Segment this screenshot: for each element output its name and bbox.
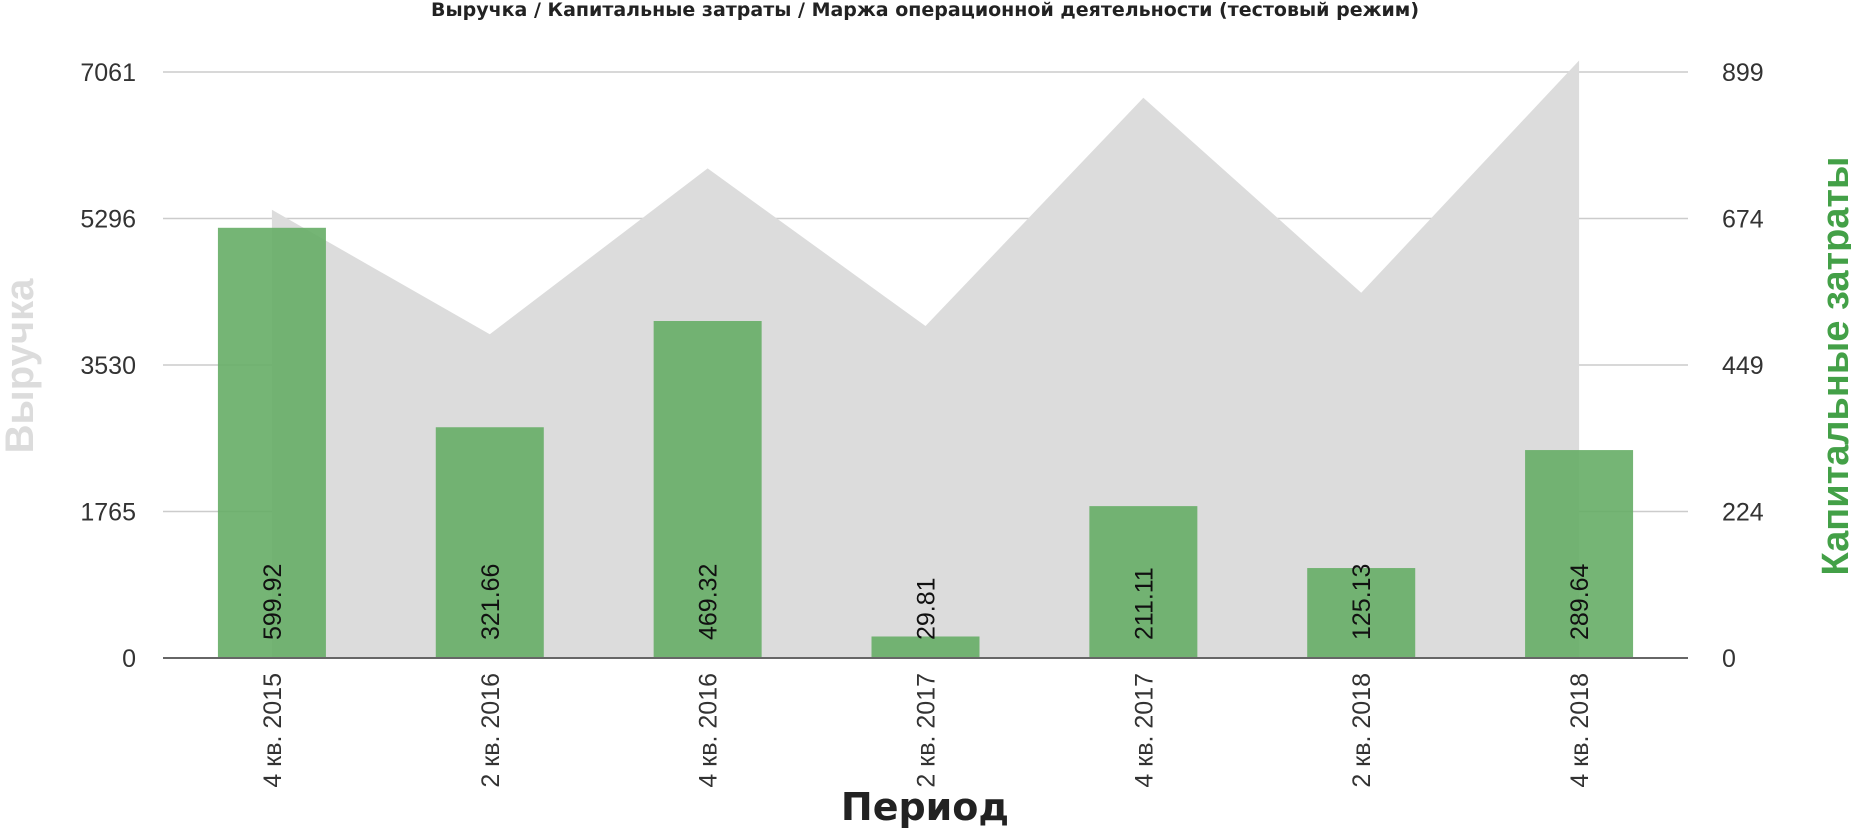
right-y-axis-title: Капитальные затраты xyxy=(1815,157,1851,576)
right-y-tick-label: 674 xyxy=(1722,206,1764,234)
right-y-tick-label: 449 xyxy=(1722,352,1764,380)
x-category-label: 2 кв. 2018 xyxy=(1348,673,1376,788)
x-category-label: 2 кв. 2017 xyxy=(913,673,941,788)
chart-title: Выручка / Капитальные затраты / Маржа оп… xyxy=(431,0,1419,21)
left-y-tick-label: 1765 xyxy=(80,499,136,527)
left-y-tick-label: 3530 xyxy=(80,352,136,380)
revenue-area xyxy=(271,60,1580,658)
capex-bar xyxy=(871,636,980,658)
capex-bar xyxy=(1525,450,1634,658)
x-category-label: 2 кв. 2016 xyxy=(477,673,505,788)
x-category-label: 4 кв. 2015 xyxy=(259,673,287,788)
right-y-axis-ticks: 0 224 449 674 899 xyxy=(1722,59,1764,673)
right-y-tick-label: 0 xyxy=(1722,645,1736,673)
bar-data-label: 599.92 xyxy=(259,564,287,640)
capex-bar-series xyxy=(217,227,1634,659)
revenue-area-series xyxy=(271,60,1580,658)
right-y-tick-label: 224 xyxy=(1722,499,1764,527)
capex-bar xyxy=(435,427,544,658)
bar-data-label: 321.66 xyxy=(477,564,505,640)
right-y-tick-label: 899 xyxy=(1722,59,1764,87)
left-y-tick-label: 5296 xyxy=(80,206,136,234)
capex-bar xyxy=(1089,506,1198,658)
left-y-tick-label: 0 xyxy=(122,645,136,673)
bar-data-label: 29.81 xyxy=(913,577,941,640)
x-axis-title: Период xyxy=(841,785,1009,829)
bar-data-label: 469.32 xyxy=(695,564,723,640)
bar-data-label: 211.11 xyxy=(1130,567,1158,640)
capex-bar xyxy=(217,227,326,659)
x-axis-category-labels: 4 кв. 2015 2 кв. 2016 4 кв. 2016 2 кв. 2017… xyxy=(259,673,1594,788)
left-y-axis-title: Выручка xyxy=(0,278,42,453)
bar-data-labels: 599.92 321.66 469.32 29.81 211.11 125.13 289.6… xyxy=(259,563,1594,640)
left-y-tick-label: 7061 xyxy=(80,59,136,87)
x-category-label: 4 кв. 2018 xyxy=(1566,673,1594,788)
x-category-label: 4 кв. 2017 xyxy=(1130,673,1158,788)
capex-bar xyxy=(1307,568,1416,658)
capex-bar xyxy=(653,321,762,658)
left-y-axis-ticks: 0 1765 3530 5296 7061 xyxy=(80,59,136,673)
x-category-label: 4 кв. 2016 xyxy=(695,673,723,788)
bar-data-label: 289.64 xyxy=(1566,563,1594,640)
bar-data-label: 125.13 xyxy=(1348,564,1376,640)
